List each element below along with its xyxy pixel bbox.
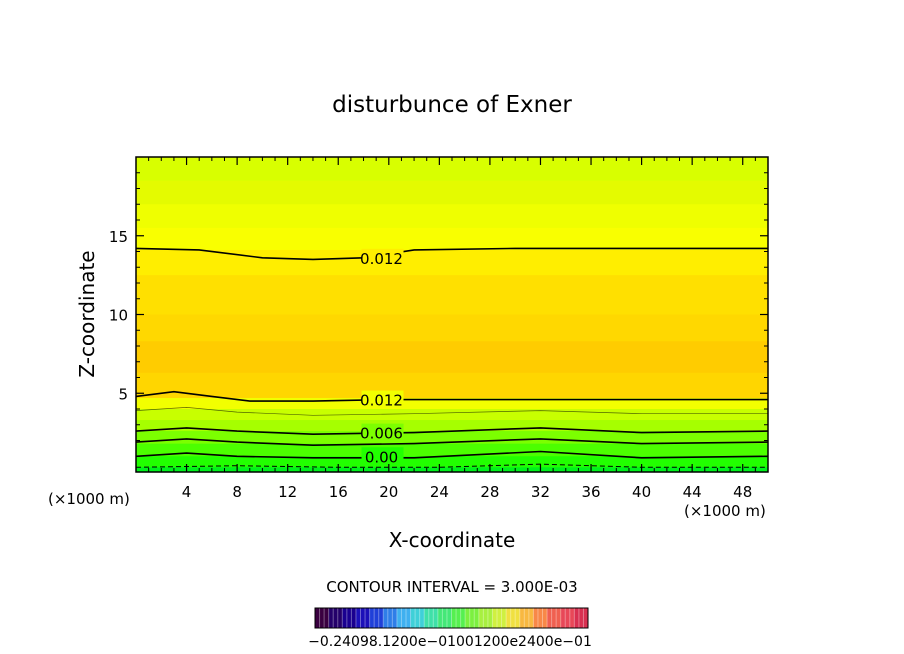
fill-layer: [136, 249, 768, 276]
x-tick-label: 32: [531, 483, 550, 501]
x-tick-label: 8: [232, 483, 242, 501]
x-tick-label: 4: [182, 483, 192, 501]
x-unit-right: (×1000 m): [684, 502, 766, 520]
colorbar-swatch: [342, 608, 357, 628]
colorbar-labels: −0.24098.1200e−01001200e2400e−01: [308, 634, 592, 650]
x-axis-ticks: 4 8 12 16 20 24 28 32 36 40 44 48: [148, 157, 769, 501]
fill-layer: [136, 443, 768, 457]
contour-line: [136, 390, 768, 402]
fill-layer: [136, 204, 768, 229]
y-tick-label: 10: [109, 307, 128, 325]
contour-line: [136, 407, 768, 416]
x-tick-label: 16: [329, 483, 348, 501]
colorbar-swatch: [465, 608, 480, 628]
colorbar-swatch: [328, 608, 343, 628]
colorbar-swatch: [492, 608, 507, 628]
colorbar-swatch: [547, 608, 562, 628]
fill-layer: [136, 372, 768, 399]
plot-area: [136, 157, 768, 472]
colorbar-swatch: [315, 608, 330, 628]
colorbar: [315, 608, 589, 628]
y-tick-label: 5: [118, 385, 128, 403]
fill-layer: [136, 409, 768, 421]
x-tick-label: 48: [733, 483, 752, 501]
colorbar-frame: [314, 607, 589, 629]
colorbar-swatch: [355, 608, 370, 628]
colorbar-swatch: [396, 608, 411, 628]
colorbar-swatch: [410, 608, 425, 628]
y-axis-label: Z-coordinate: [75, 250, 99, 377]
x-tick-label: 28: [480, 483, 499, 501]
contour-label-bg: [361, 248, 404, 265]
y-tick-label: 15: [109, 228, 128, 246]
contour-line: [136, 438, 768, 447]
x-tick-label: 24: [430, 483, 449, 501]
colorbar-swatch: [437, 608, 452, 628]
contour-label-bg: [361, 447, 404, 464]
fill-layer: [136, 397, 768, 410]
contour-label: 0.006: [360, 425, 403, 443]
fill-layer: [136, 275, 768, 315]
x-unit-left: (×1000 m): [48, 490, 130, 508]
colorbar-swatch: [519, 608, 534, 628]
colorbar-swatch: [451, 608, 466, 628]
fill-layer: [136, 180, 768, 205]
colorbar-swatch: [533, 608, 548, 628]
colorbar-swatch: [560, 608, 575, 628]
contour-label: 0.012: [360, 392, 403, 410]
fill-layer: [136, 456, 768, 468]
x-tick-label: 20: [379, 483, 398, 501]
colorbar-swatch: [383, 608, 398, 628]
contour-label: 0.012: [360, 250, 403, 268]
contour-label-bg: [361, 390, 404, 407]
fill-layer: [136, 157, 768, 182]
fill-layer: [136, 227, 768, 251]
chart-title: disturbunce of Exner: [332, 92, 572, 118]
x-axis-label: X-coordinate: [389, 528, 516, 552]
y-axis-ticks: 5 10 15: [109, 172, 768, 457]
colorbar-swatch: [574, 608, 589, 628]
contour-interval-note: CONTOUR INTERVAL = 3.000E-03: [326, 578, 577, 596]
x-tick-label: 44: [683, 483, 702, 501]
contour-labels: 0.012 0.012 0.006 0.00: [360, 248, 404, 466]
contour-label-bg: [361, 423, 404, 440]
colorbar-swatch: [424, 608, 439, 628]
x-tick-label: 36: [581, 483, 600, 501]
x-tick-label: 40: [632, 483, 651, 501]
x-tick-label: 12: [278, 483, 297, 501]
fill-layer: [136, 420, 768, 432]
contour-label: 0.00: [365, 448, 398, 466]
colorbar-swatch: [506, 608, 521, 628]
fill-layer: [136, 341, 768, 374]
colorbar-swatch: [478, 608, 493, 628]
colorbar-swatch: [369, 608, 384, 628]
fill-layer: [136, 314, 768, 342]
fill-layer: [136, 431, 768, 445]
